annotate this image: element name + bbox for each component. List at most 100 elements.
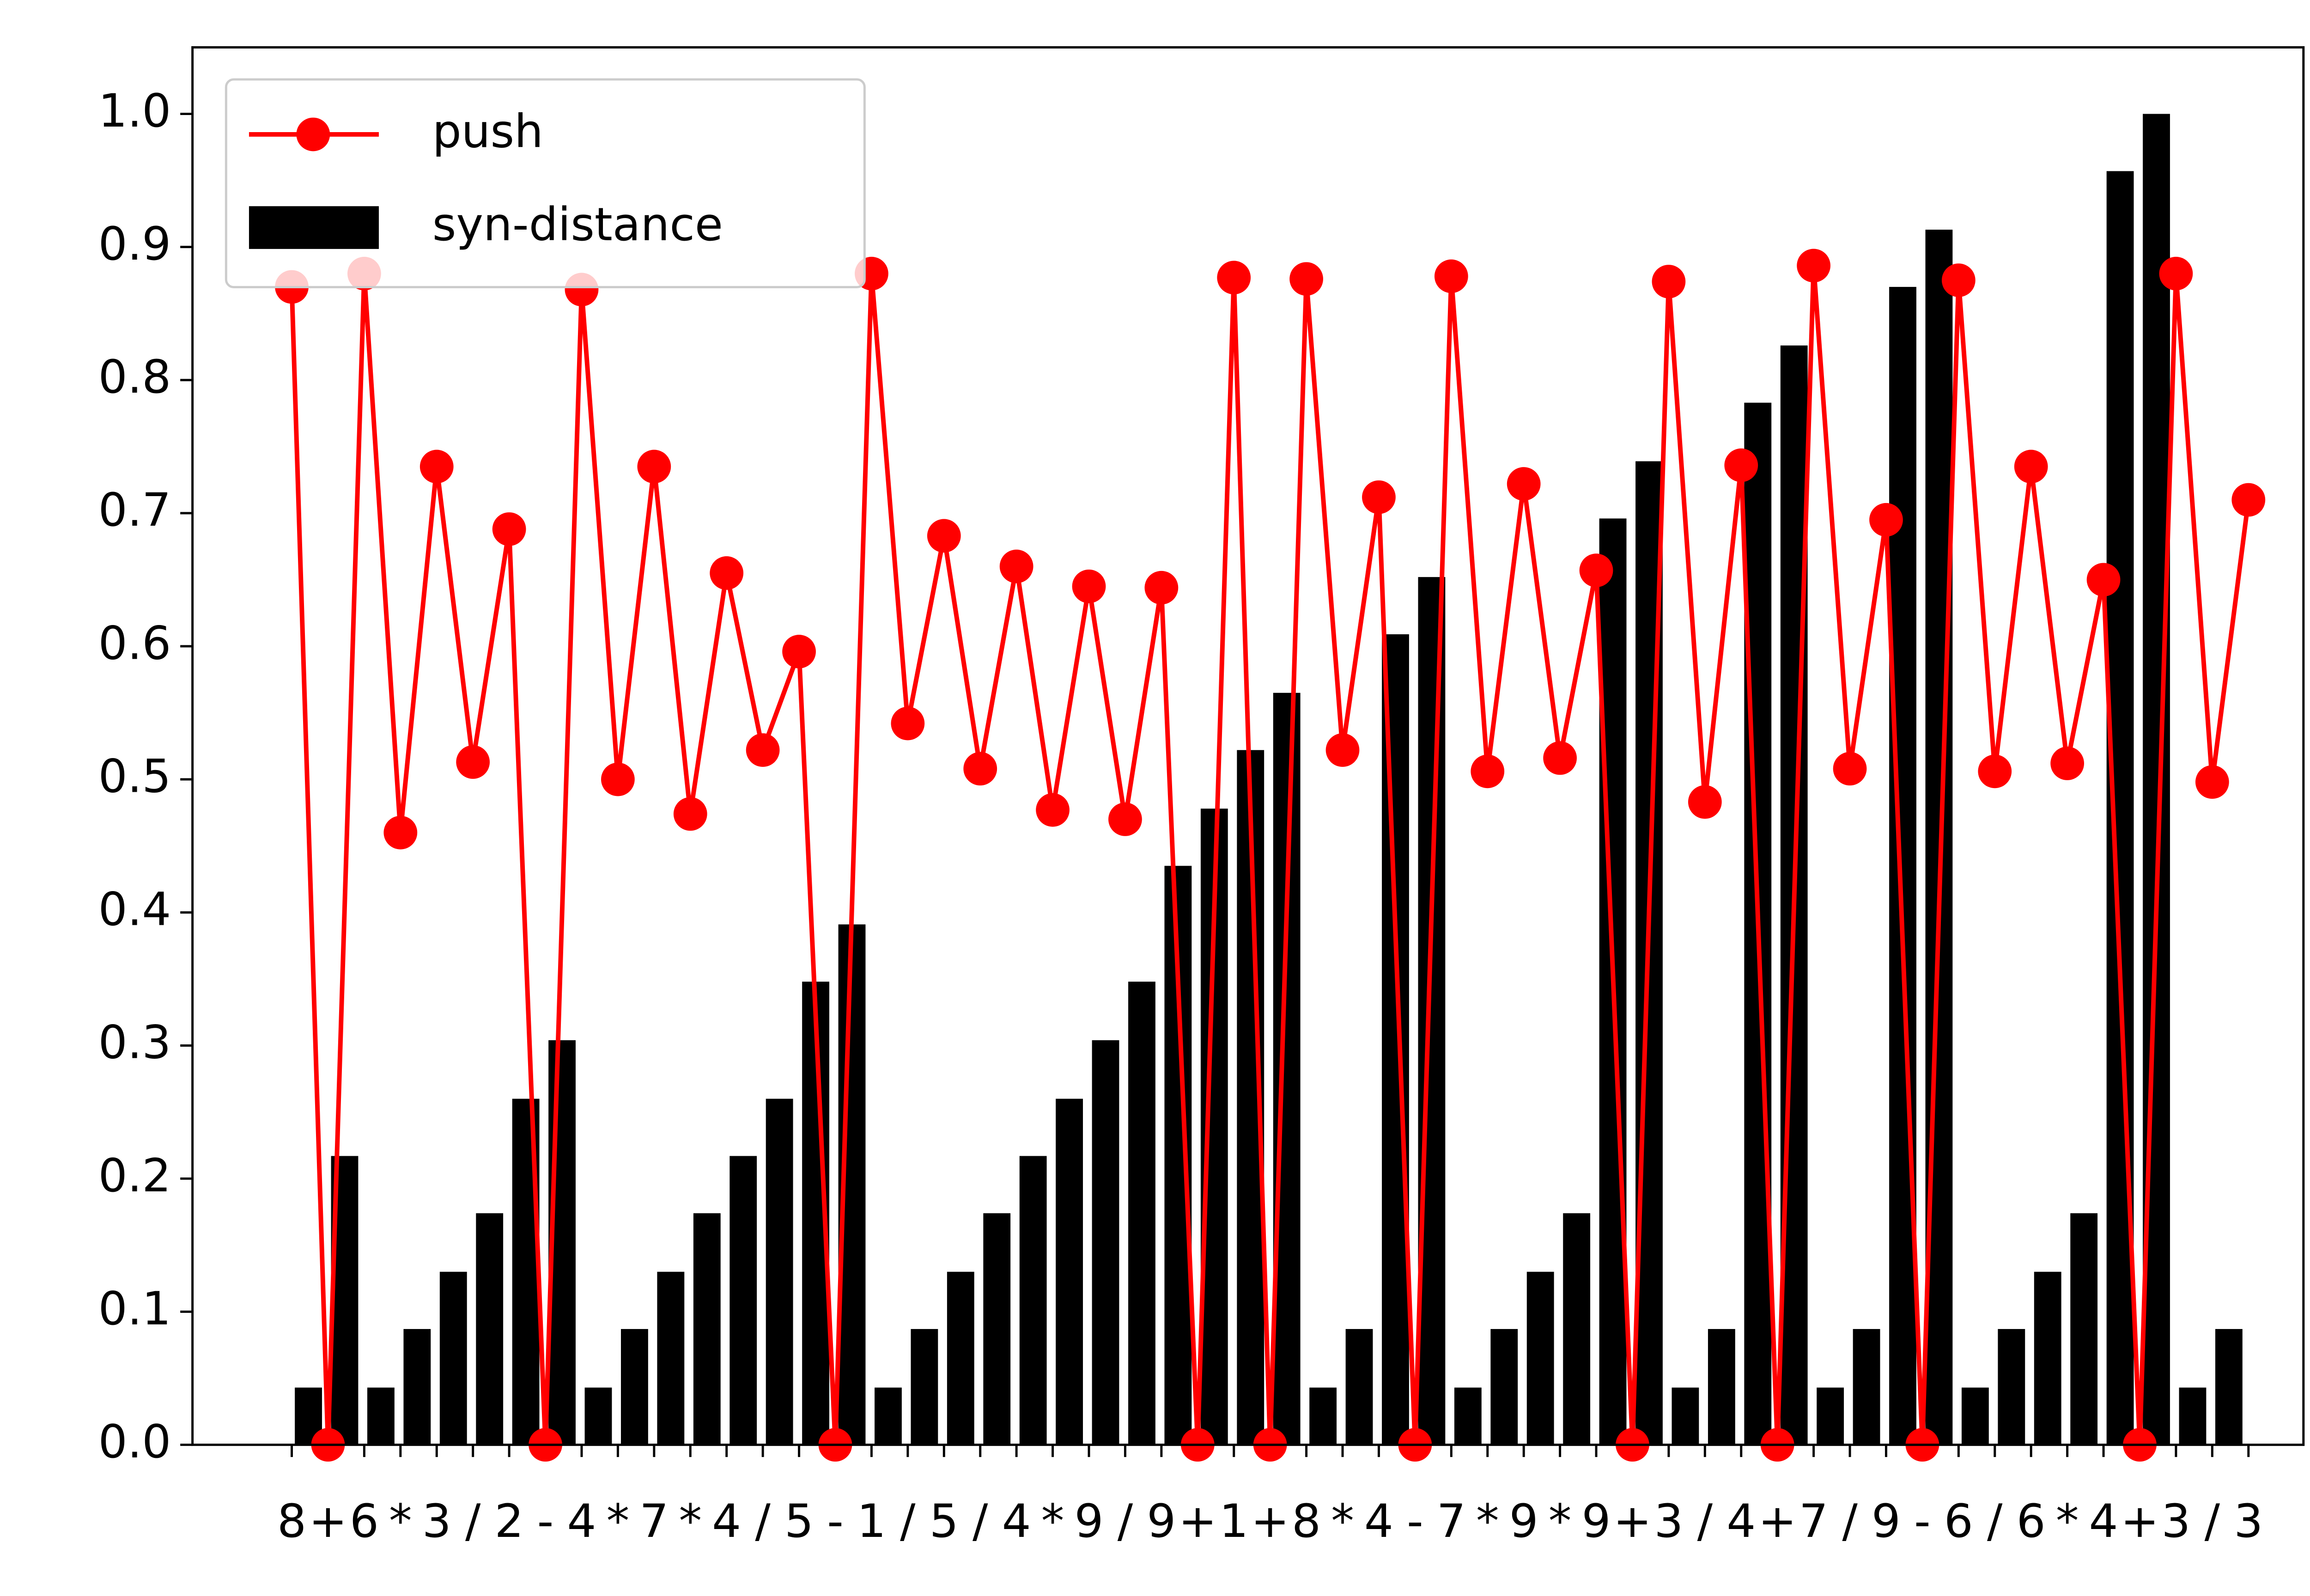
x-tick-label: 4: [1364, 1495, 1393, 1548]
x-tick-label: *: [1549, 1495, 1572, 1548]
x-tick-label: 8: [277, 1495, 306, 1548]
y-tick-label: 0.2: [98, 1149, 171, 1202]
y-tick-label: 0.3: [98, 1016, 171, 1069]
bar: [1019, 1156, 1047, 1445]
marker: [710, 556, 744, 590]
bar: [1092, 1040, 1119, 1445]
x-tick-label: 3: [2161, 1495, 2190, 1548]
x-tick-label: 6: [350, 1495, 379, 1548]
x-tick-label: -: [1914, 1495, 1931, 1548]
bar: [1128, 982, 1155, 1445]
bar: [1273, 692, 1301, 1445]
marker: [1362, 480, 1396, 514]
bar: [2215, 1329, 2243, 1445]
x-tick-label: /: [900, 1495, 916, 1548]
x-tick-label: +: [1613, 1495, 1652, 1548]
x-tick-label: *: [679, 1495, 702, 1548]
marker: [1543, 741, 1577, 775]
y-tick-label: 0.7: [98, 484, 171, 537]
x-tick-label: 3: [422, 1495, 451, 1548]
y-tick-label: 0.1: [98, 1282, 171, 1335]
x-tick-label: /: [973, 1495, 988, 1548]
marker: [1072, 569, 1106, 603]
marker: [419, 449, 454, 484]
marker: [2086, 563, 2121, 597]
x-tick-label: +: [1179, 1495, 1217, 1548]
marker: [1688, 785, 1722, 819]
marker: [927, 519, 961, 553]
marker: [637, 449, 671, 484]
marker: [1144, 570, 1179, 605]
y-tick-label: 0.4: [98, 883, 171, 936]
marker: [1325, 733, 1360, 767]
bar: [1056, 1098, 1083, 1445]
bar: [2070, 1213, 2098, 1445]
plot-frame: [191, 46, 2305, 1446]
legend-swatch: [249, 206, 379, 249]
marker: [2050, 746, 2085, 780]
x-tick-label: /: [1118, 1495, 1133, 1548]
bar: [1563, 1213, 1591, 1445]
bar: [729, 1156, 757, 1445]
bar: [367, 1387, 395, 1445]
x-tick-label: /: [465, 1495, 481, 1548]
bar: [1526, 1272, 1554, 1445]
x-tick-label: 9: [1872, 1495, 1901, 1548]
marker: [2159, 256, 2193, 291]
x-tick-label: 5: [930, 1495, 959, 1548]
x-tick-label: 3: [1654, 1495, 1683, 1548]
marker: [1434, 259, 1468, 293]
bar: [1998, 1329, 2025, 1445]
x-tick-label: 9: [1147, 1495, 1176, 1548]
bar: [766, 1098, 793, 1445]
marker: [1471, 754, 1505, 789]
x-tick-label: -: [1407, 1495, 1423, 1548]
y-tick-label: 0.9: [98, 218, 171, 271]
marker: [1941, 263, 1976, 297]
marker: [492, 512, 526, 546]
bar: [439, 1272, 467, 1445]
bar: [1961, 1387, 1989, 1445]
x-tick-label: -: [537, 1495, 554, 1548]
bar: [2179, 1387, 2207, 1445]
x-tick-label: +: [1758, 1495, 1797, 1548]
x-tick-label: /: [2205, 1495, 2220, 1548]
y-tick-label: 0.0: [98, 1415, 171, 1469]
x-tick-label: 8: [1292, 1495, 1321, 1548]
bar: [911, 1329, 938, 1445]
x-tick-label: 9: [1074, 1495, 1103, 1548]
marker: [673, 797, 707, 831]
marker: [2195, 765, 2229, 799]
x-tick-label: *: [1476, 1495, 1499, 1548]
bar: [983, 1213, 1011, 1445]
legend-box: [225, 78, 866, 289]
bar: [875, 1387, 902, 1445]
x-tick-label: *: [389, 1495, 412, 1548]
bar: [1490, 1329, 1518, 1445]
x-tick-label: 4: [567, 1495, 596, 1548]
bar: [403, 1329, 431, 1445]
y-tick-label: 0.8: [98, 351, 171, 404]
x-tick-label: 7: [1799, 1495, 1828, 1548]
bar: [1672, 1387, 1699, 1445]
marker: [1652, 265, 1686, 298]
x-tick-label: 9: [1581, 1495, 1611, 1548]
marker: [891, 706, 925, 740]
bar: [1454, 1387, 1482, 1445]
marker: [1289, 262, 1323, 296]
x-tick-label: *: [1331, 1495, 1354, 1548]
bar: [693, 1213, 721, 1445]
x-tick-label: +: [2121, 1495, 2159, 1548]
marker: [1036, 793, 1070, 827]
marker: [782, 635, 816, 668]
x-tick-label: 6: [1944, 1495, 1973, 1548]
x-tick-label: 9: [1509, 1495, 1538, 1548]
y-tick-label: 0.5: [98, 750, 171, 803]
bar: [1382, 634, 1409, 1445]
marker: [383, 815, 418, 850]
legend-label: push: [432, 105, 543, 158]
x-tick-label: -: [827, 1495, 844, 1548]
x-tick-label: 2: [495, 1495, 524, 1548]
